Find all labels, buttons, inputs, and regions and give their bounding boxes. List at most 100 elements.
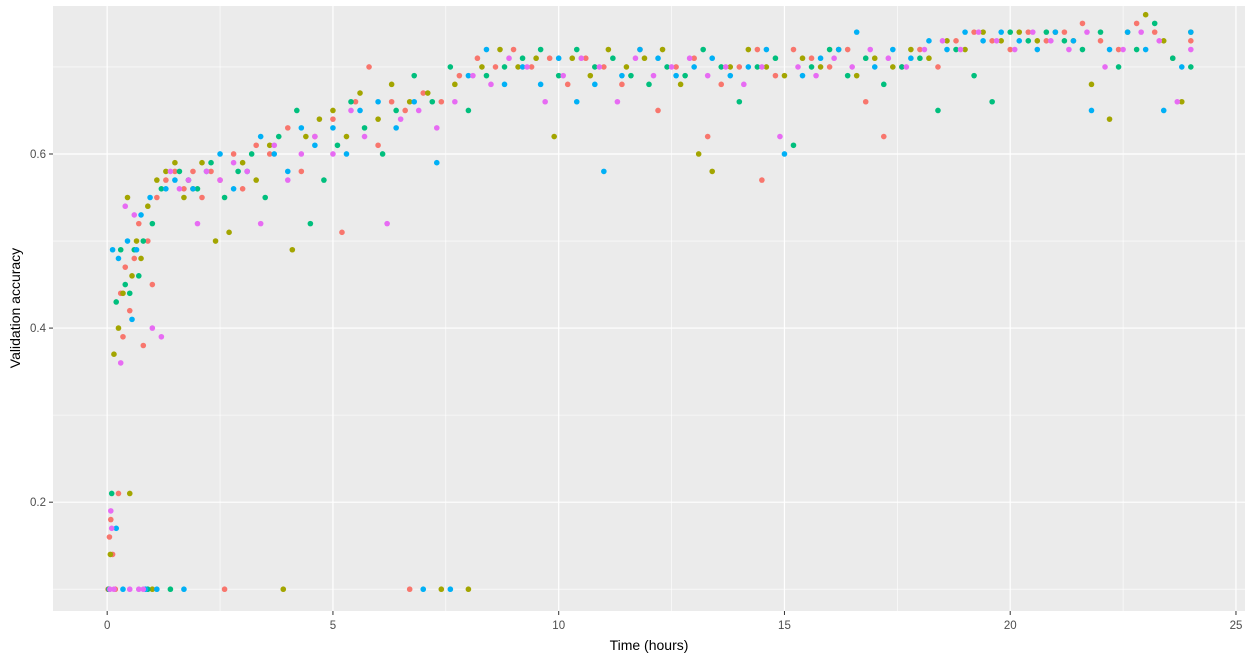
data-point [1188,64,1194,70]
data-point [284,177,291,183]
data-point [456,72,463,79]
data-point [745,46,752,53]
data-point [145,203,151,210]
data-point [117,360,124,366]
data-point [1007,29,1014,35]
data-point [727,72,734,79]
data-point [718,64,725,70]
data-point [777,133,783,140]
data-point [736,64,743,70]
data-point [745,64,752,70]
data-point [849,64,855,70]
data-point [1160,38,1167,44]
data-point [573,98,580,105]
data-point [208,168,214,175]
data-point [826,64,833,70]
data-point [1043,38,1050,44]
data-point [321,177,327,183]
data-point [452,98,458,105]
data-point [108,525,115,532]
data-point [944,38,950,44]
data-point [998,38,1004,44]
data-point [479,64,485,70]
y-axis-title: Validation accuracy [7,248,23,368]
data-point [1156,38,1163,44]
data-point [759,64,765,70]
data-point [736,98,743,105]
data-point [1115,64,1122,70]
data-point [1138,29,1144,35]
data-point [339,229,345,236]
data-point [592,81,598,88]
data-point [488,81,494,88]
data-point [1097,38,1104,44]
data-point [266,151,273,157]
data-point [375,98,381,105]
data-point [551,133,557,140]
data-point [957,46,964,53]
data-point [1142,46,1149,53]
data-point [348,98,354,105]
data-point [709,55,716,62]
data-point [239,186,246,192]
data-point [808,64,815,70]
data-point [284,168,291,175]
data-point [1120,46,1126,53]
data-point [115,325,122,331]
data-point [975,29,982,35]
data-point [221,194,228,201]
data-point [1070,38,1077,44]
data-point [659,46,666,53]
y-tick-label: 0.2 [30,497,46,509]
data-point [899,64,905,70]
data-point [406,98,413,105]
data-point [334,142,341,149]
data-point [135,220,142,227]
data-point [176,168,183,175]
data-point [294,107,300,114]
data-point [542,98,548,105]
data-point [217,151,223,157]
data-point [253,142,259,149]
data-point [357,107,363,114]
data-point [853,72,860,79]
data-point [592,64,598,70]
data-point [646,81,652,88]
data-point [172,168,178,175]
data-point [312,142,318,149]
data-point [772,72,779,79]
data-point [962,29,968,35]
data-point [763,64,770,70]
data-point [361,125,368,131]
data-point [555,72,562,79]
data-point [140,342,147,349]
data-point [393,125,399,131]
data-point [253,177,259,183]
data-point [628,72,634,79]
data-point [185,177,192,183]
data-point [546,55,553,62]
data-point [926,55,932,62]
data-point [1088,81,1095,88]
data-point [573,46,580,53]
data-point [623,64,630,70]
data-point [124,194,131,201]
data-point [348,107,354,114]
data-point [953,46,959,53]
data-point [903,64,910,70]
data-point [1034,38,1041,44]
data-point [420,90,427,96]
data-point [257,133,264,140]
plot-panel [53,6,1245,611]
data-point [190,186,196,192]
data-point [163,168,169,175]
data-point [181,186,187,192]
data-point [497,46,503,53]
data-point [122,203,129,210]
data-point [700,46,706,53]
data-point [944,46,950,53]
data-point [420,586,427,593]
data-point [388,81,395,88]
data-point [126,307,133,314]
data-point [641,55,648,62]
